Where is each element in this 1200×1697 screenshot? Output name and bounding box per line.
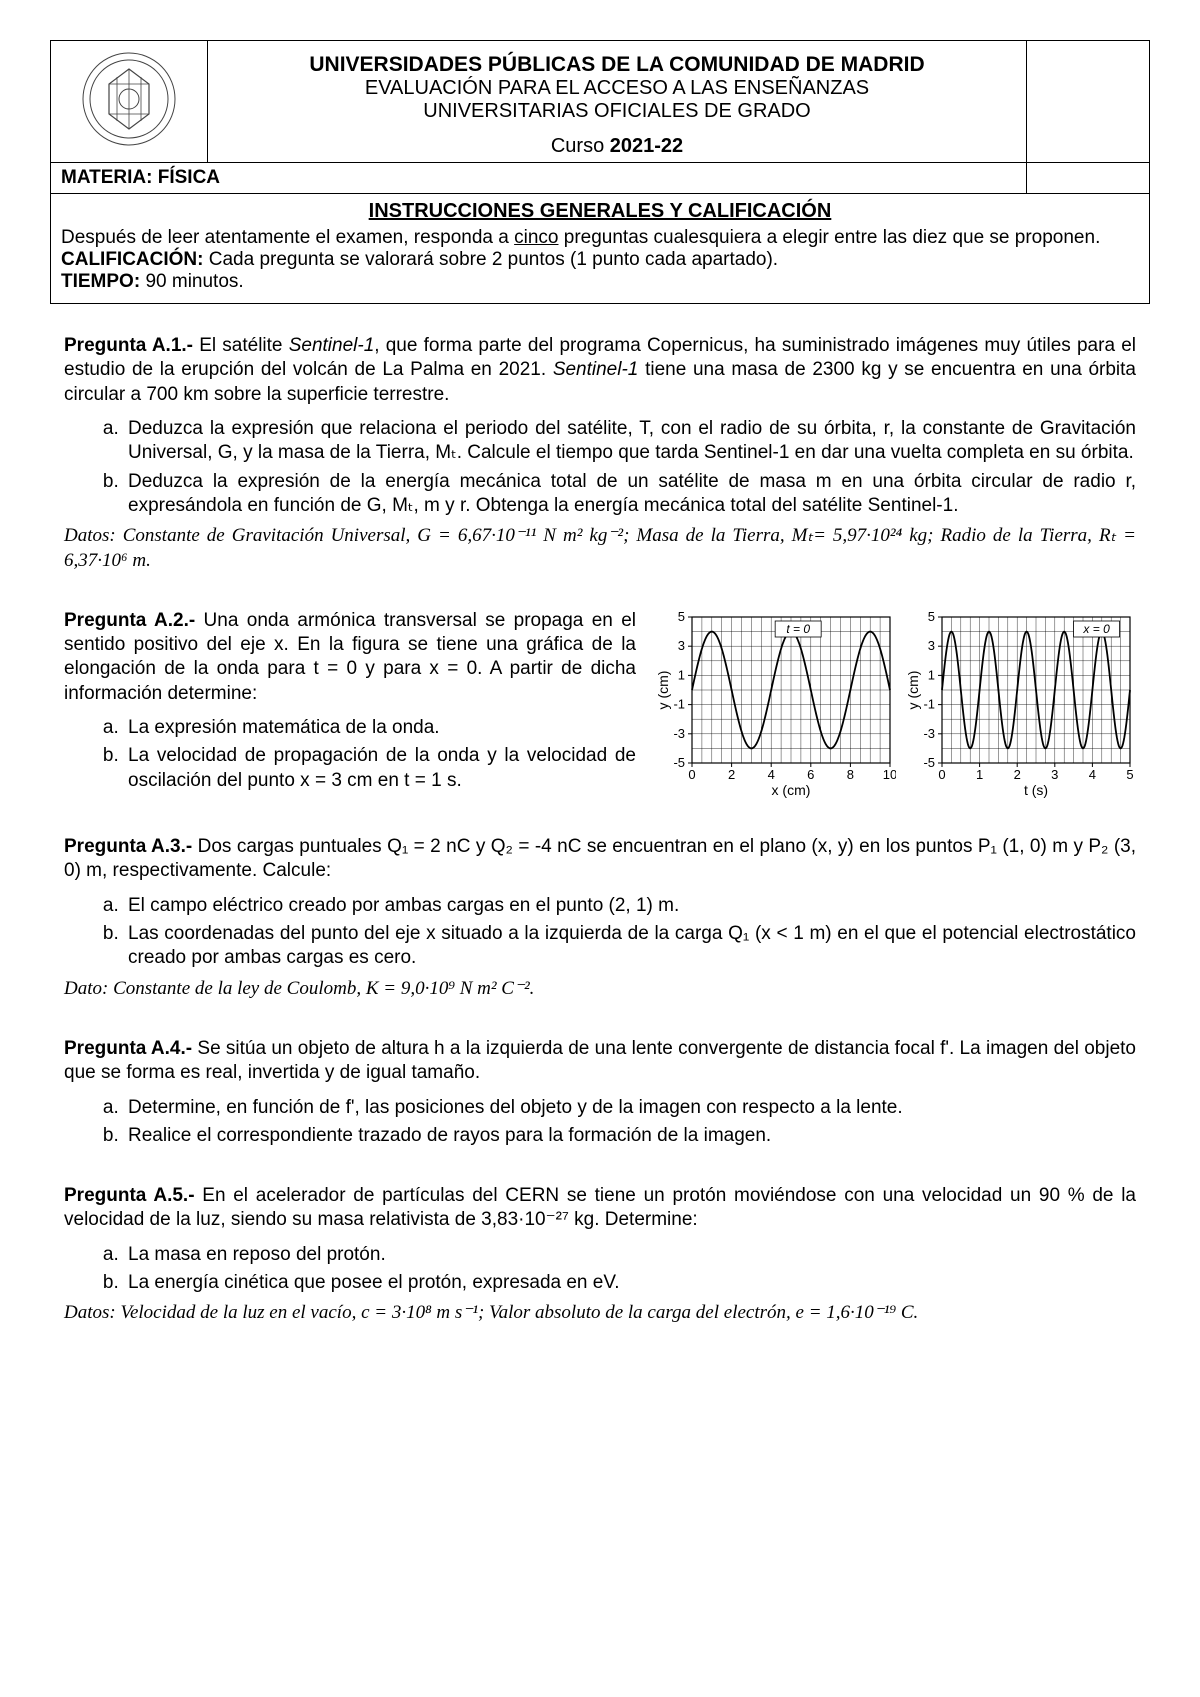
header-table: UNIVERSIDADES PÚBLICAS DE LA COMUNIDAD D… <box>50 40 1150 194</box>
svg-text:-1: -1 <box>673 696 685 711</box>
svg-text:3: 3 <box>1051 767 1058 782</box>
question-a2: Pregunta A.2.- Una onda armónica transve… <box>64 609 1136 799</box>
svg-text:3: 3 <box>678 638 685 653</box>
q5-parts: La masa en reposo del protón. La energía… <box>64 1243 1136 1296</box>
exam-page: UNIVERSIDADES PÚBLICAS DE LA COMUNIDAD D… <box>0 0 1200 1412</box>
q5-part-a: La masa en reposo del protón. <box>124 1243 1136 1267</box>
instructions-title: INSTRUCCIONES GENERALES Y CALIFICACIÓN <box>61 200 1139 223</box>
q1-parts: Deduzca la expresión que relaciona el pe… <box>64 417 1136 518</box>
svg-text:-3: -3 <box>673 726 685 741</box>
instructions-body: Después de leer atentamente el examen, r… <box>61 227 1139 249</box>
materia-cell: MATERIA: FÍSICA <box>51 163 1027 194</box>
svg-text:-5: -5 <box>673 755 685 770</box>
q2-parts: La expresión matemática de la onda. La v… <box>64 716 636 793</box>
question-a5: Pregunta A.5.- En el acelerador de partí… <box>64 1184 1136 1326</box>
svg-text:2: 2 <box>1014 767 1021 782</box>
svg-text:1: 1 <box>678 667 685 682</box>
q2-figure: 0 2 4 6 8 10 -5 -3 -1 1 3 5 x (cm) y (cm) t = 0 0 1 2 3 4 5… <box>656 609 1136 799</box>
svg-text:x = 0: x = 0 <box>1082 622 1110 636</box>
svg-text:10: 10 <box>883 767 896 782</box>
logo-cell <box>51 41 208 163</box>
questions-content: Pregunta A.1.- El satélite Sentinel-1, q… <box>50 304 1150 1372</box>
svg-text:1: 1 <box>928 667 935 682</box>
q1-part-b: Deduzca la expresión de la energía mecán… <box>124 470 1136 519</box>
q3-parts: El campo eléctrico creado por ambas carg… <box>64 894 1136 971</box>
chart-spatial: 0 2 4 6 8 10 -5 -3 -1 1 3 5 x (cm) y (cm) t = 0 <box>656 609 896 799</box>
q3-part-a: El campo eléctrico creado por ambas carg… <box>124 894 1136 918</box>
q3-part-b: Las coordenadas del punto del eje x situ… <box>124 922 1136 971</box>
q2-part-a: La expresión matemática de la onda. <box>124 716 636 740</box>
question-a4: Pregunta A.4.- Se sitúa un objeto de alt… <box>64 1037 1136 1148</box>
chart-temporal: 0 1 2 3 4 5 -5 -3 -1 1 3 5 t (s) y (cm) x = 0 <box>906 609 1136 799</box>
header-line2: EVALUACIÓN PARA EL ACCESO A LAS ENSEÑANZ… <box>228 77 1006 100</box>
header-line3: UNIVERSITARIAS OFICIALES DE GRADO <box>228 100 1006 123</box>
q4-part-b: Realice el correspondiente trazado de ra… <box>124 1124 1136 1148</box>
q4-parts: Determine, en función de f', las posicio… <box>64 1096 1136 1149</box>
q5-datos: Datos: Velocidad de la luz en el vacío, … <box>64 1301 1136 1325</box>
svg-text:-3: -3 <box>923 726 935 741</box>
instructions-calif: CALIFICACIÓN: Cada pregunta se valorará … <box>61 249 1139 271</box>
title-cell: UNIVERSIDADES PÚBLICAS DE LA COMUNIDAD D… <box>208 41 1027 163</box>
svg-text:x (cm): x (cm) <box>772 782 811 798</box>
svg-text:6: 6 <box>807 767 814 782</box>
svg-text:5: 5 <box>1126 767 1133 782</box>
svg-text:-1: -1 <box>923 696 935 711</box>
svg-text:y (cm): y (cm) <box>656 670 671 709</box>
svg-text:2: 2 <box>728 767 735 782</box>
header-line1: UNIVERSIDADES PÚBLICAS DE LA COMUNIDAD D… <box>228 53 1006 77</box>
svg-text:t = 0: t = 0 <box>786 622 810 636</box>
svg-text:-5: -5 <box>923 755 935 770</box>
instructions-tiempo: TIEMPO: 90 minutos. <box>61 271 1139 293</box>
svg-text:0: 0 <box>938 767 945 782</box>
q2-text-block: Pregunta A.2.- Una onda armónica transve… <box>64 609 636 799</box>
q5-part-b: La energía cinética que posee el protón,… <box>124 1271 1136 1295</box>
svg-text:4: 4 <box>768 767 775 782</box>
svg-text:y (cm): y (cm) <box>906 670 921 709</box>
svg-text:8: 8 <box>847 767 854 782</box>
header-spacer <box>1027 41 1150 163</box>
svg-text:4: 4 <box>1089 767 1096 782</box>
q1-datos: Datos: Constante de Gravitación Universa… <box>64 524 1136 573</box>
question-a1: Pregunta A.1.- El satélite Sentinel-1, q… <box>64 334 1136 573</box>
svg-text:t (s): t (s) <box>1024 782 1048 798</box>
q4-part-a: Determine, en función de f', las posicio… <box>124 1096 1136 1120</box>
university-seal-icon <box>79 49 179 149</box>
q1-part-a: Deduzca la expresión que relaciona el pe… <box>124 417 1136 466</box>
question-a3: Pregunta A.3.- Dos cargas puntuales Q₁ =… <box>64 835 1136 1001</box>
header-curso: Curso 2021-22 <box>228 135 1006 158</box>
q2-part-b: La velocidad de propagación de la onda y… <box>124 744 636 793</box>
q3-datos: Dato: Constante de la ley de Coulomb, K … <box>64 977 1136 1001</box>
instructions-box: INSTRUCCIONES GENERALES Y CALIFICACIÓN D… <box>50 194 1150 304</box>
svg-text:3: 3 <box>928 638 935 653</box>
svg-text:0: 0 <box>688 767 695 782</box>
svg-text:1: 1 <box>976 767 983 782</box>
svg-text:5: 5 <box>928 609 935 624</box>
svg-text:5: 5 <box>678 609 685 624</box>
